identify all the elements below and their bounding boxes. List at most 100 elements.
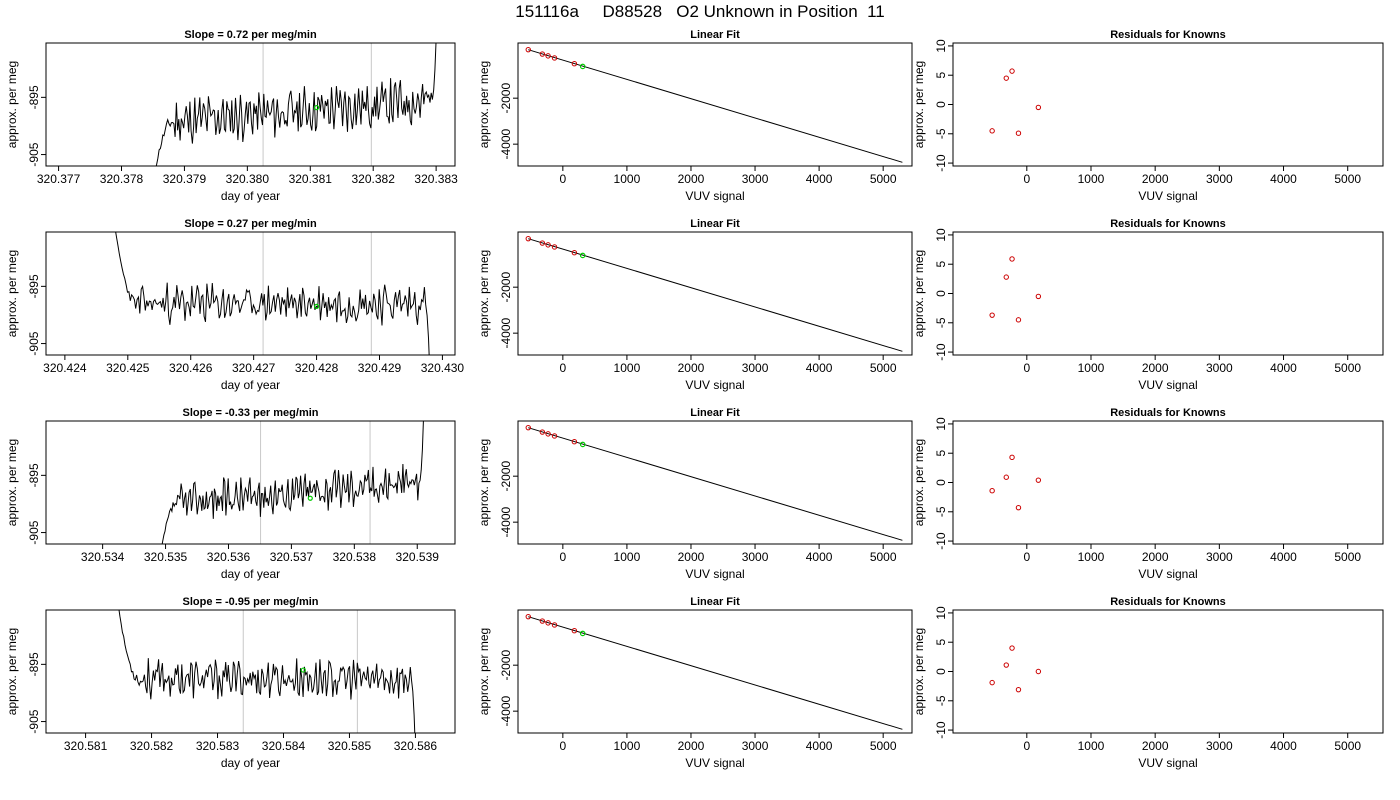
- y-tick-label: 5: [934, 261, 948, 268]
- x-tick-label: 3000: [742, 172, 769, 186]
- y-tick-label: -4000: [499, 317, 513, 348]
- x-tick-label: 1000: [1078, 361, 1105, 375]
- plot-frame: [45, 609, 456, 734]
- residual-point: [1015, 686, 1022, 693]
- plot-frame: [45, 231, 456, 356]
- x-tick-label: 0: [560, 361, 567, 375]
- y-tick-label: -2000: [499, 272, 513, 303]
- x-tick-label: 3000: [1206, 739, 1233, 753]
- x-tick-label: 5000: [870, 361, 897, 375]
- chart-panel-residuals-row4: Residuals for Knowns 0 1000 2000 3000 4000 500…: [912, 596, 1384, 770]
- panel-title: Linear Fit: [690, 407, 740, 419]
- y-tick-label: -4000: [499, 695, 513, 726]
- panel-title: Slope = 0.27 per meg/min: [184, 218, 317, 230]
- plot-area: [989, 68, 1042, 136]
- plot-frame: [517, 231, 913, 356]
- x-tick-label: 320.582: [130, 739, 174, 753]
- chart-panel-residuals-row1: Residuals for Knowns 0 1000 2000 3000 4000 500…: [912, 29, 1384, 203]
- y-tick-label: -10: [934, 343, 948, 361]
- y-axis-label: approx. per meg: [5, 439, 19, 526]
- x-tick-label: 320.383: [414, 172, 458, 186]
- x-tick-label: 1000: [614, 172, 641, 186]
- x-tick-label: 5000: [1334, 172, 1361, 186]
- plot-area: [525, 613, 903, 730]
- x-tick-label: 5000: [1334, 739, 1361, 753]
- y-axis-label: approx. per meg: [912, 628, 926, 715]
- x-tick-label: 1000: [614, 550, 641, 564]
- x-axis-label: VUV signal: [1138, 756, 1197, 770]
- x-tick-label: 5000: [870, 739, 897, 753]
- x-tick-label: 320.425: [106, 361, 150, 375]
- known-point: [571, 60, 578, 67]
- y-tick-label: -2000: [499, 83, 513, 114]
- plot-area: [118, 610, 416, 733]
- residual-point: [989, 488, 995, 494]
- chart-panel-trace-row2: Slope = 0.27 per meg/min 320.424 320.425 32…: [5, 218, 464, 392]
- plot-frame: [952, 42, 1384, 167]
- x-tick-label: 320.424: [43, 361, 87, 375]
- x-tick-label: 5000: [1334, 361, 1361, 375]
- x-tick-label: 2000: [1142, 361, 1169, 375]
- x-tick-label: 4000: [806, 172, 833, 186]
- y-axis-label: approx. per meg: [477, 61, 491, 148]
- panel-title: Linear Fit: [690, 218, 740, 230]
- y-tick-label: -5: [934, 695, 948, 706]
- x-axis-label: day of year: [221, 756, 280, 770]
- trace-line: [115, 232, 430, 355]
- panel-title: Slope = 0.72 per meg/min: [184, 29, 317, 41]
- x-tick-label: 4000: [1270, 361, 1297, 375]
- chart-panel-trace-row4: Slope = -0.95 per meg/min 320.581 320.582 3…: [5, 596, 456, 770]
- y-tick-label: 10: [934, 228, 948, 242]
- x-tick-label: 320.538: [333, 550, 377, 564]
- chart-panel-linear_fit-row2: Linear Fit 0 1000 2000 3000 4000 5000 VUV signa…: [477, 218, 913, 392]
- x-tick-label: 3000: [742, 361, 769, 375]
- x-tick-label: 320.377: [37, 172, 81, 186]
- residual-point: [1009, 645, 1015, 651]
- plot-area: [989, 256, 1042, 323]
- known-point: [525, 235, 531, 242]
- x-tick-label: 320.380: [226, 172, 270, 186]
- x-tick-label: 1000: [1078, 739, 1105, 753]
- y-tick-label: -905: [27, 520, 41, 544]
- y-axis-label: approx. per meg: [477, 439, 491, 526]
- x-tick-label: 320.537: [270, 550, 314, 564]
- x-axis-label: VUV signal: [1138, 567, 1197, 581]
- plot-frame: [517, 609, 913, 734]
- x-tick-label: 5000: [870, 550, 897, 564]
- y-tick-label: 0: [934, 290, 948, 297]
- y-tick-label: -905: [27, 331, 41, 355]
- residual-point: [1035, 668, 1042, 675]
- panel-title: Residuals for Knowns: [1110, 29, 1226, 41]
- fit-line: [528, 616, 903, 730]
- residual-point: [1003, 474, 1009, 480]
- x-axis-label: VUV signal: [685, 378, 744, 392]
- residual-point: [1035, 293, 1042, 300]
- unknown-point: [307, 495, 313, 501]
- x-tick-label: 4000: [806, 361, 833, 375]
- residual-point: [1003, 75, 1009, 81]
- x-tick-label: 4000: [806, 739, 833, 753]
- x-axis-label: VUV signal: [685, 189, 744, 203]
- known-point: [525, 46, 531, 53]
- plot-frame: [45, 42, 456, 167]
- x-tick-label: 320.427: [232, 361, 276, 375]
- panel-title: Slope = -0.95 per meg/min: [182, 596, 318, 608]
- y-axis-label: approx. per meg: [912, 439, 926, 526]
- x-axis-label: VUV signal: [1138, 378, 1197, 392]
- residual-point: [989, 128, 995, 134]
- plot-area: [115, 232, 430, 355]
- x-axis-label: VUV signal: [685, 756, 744, 770]
- chart-panel-trace-row1: Slope = 0.72 per meg/min 320.377 320.378 32…: [5, 29, 458, 203]
- unknown-point: [579, 441, 586, 448]
- y-axis-label: approx. per meg: [912, 250, 926, 337]
- y-tick-label: -4000: [499, 506, 513, 537]
- known-point: [545, 620, 551, 626]
- x-tick-label: 320.539: [396, 550, 440, 564]
- y-tick-label: 5: [934, 639, 948, 646]
- x-tick-label: 320.428: [295, 361, 339, 375]
- plot-area: [161, 421, 424, 544]
- y-tick-label: 10: [934, 606, 948, 620]
- x-tick-label: 320.583: [196, 739, 240, 753]
- x-tick-label: 0: [1023, 550, 1030, 564]
- x-tick-label: 320.378: [100, 172, 144, 186]
